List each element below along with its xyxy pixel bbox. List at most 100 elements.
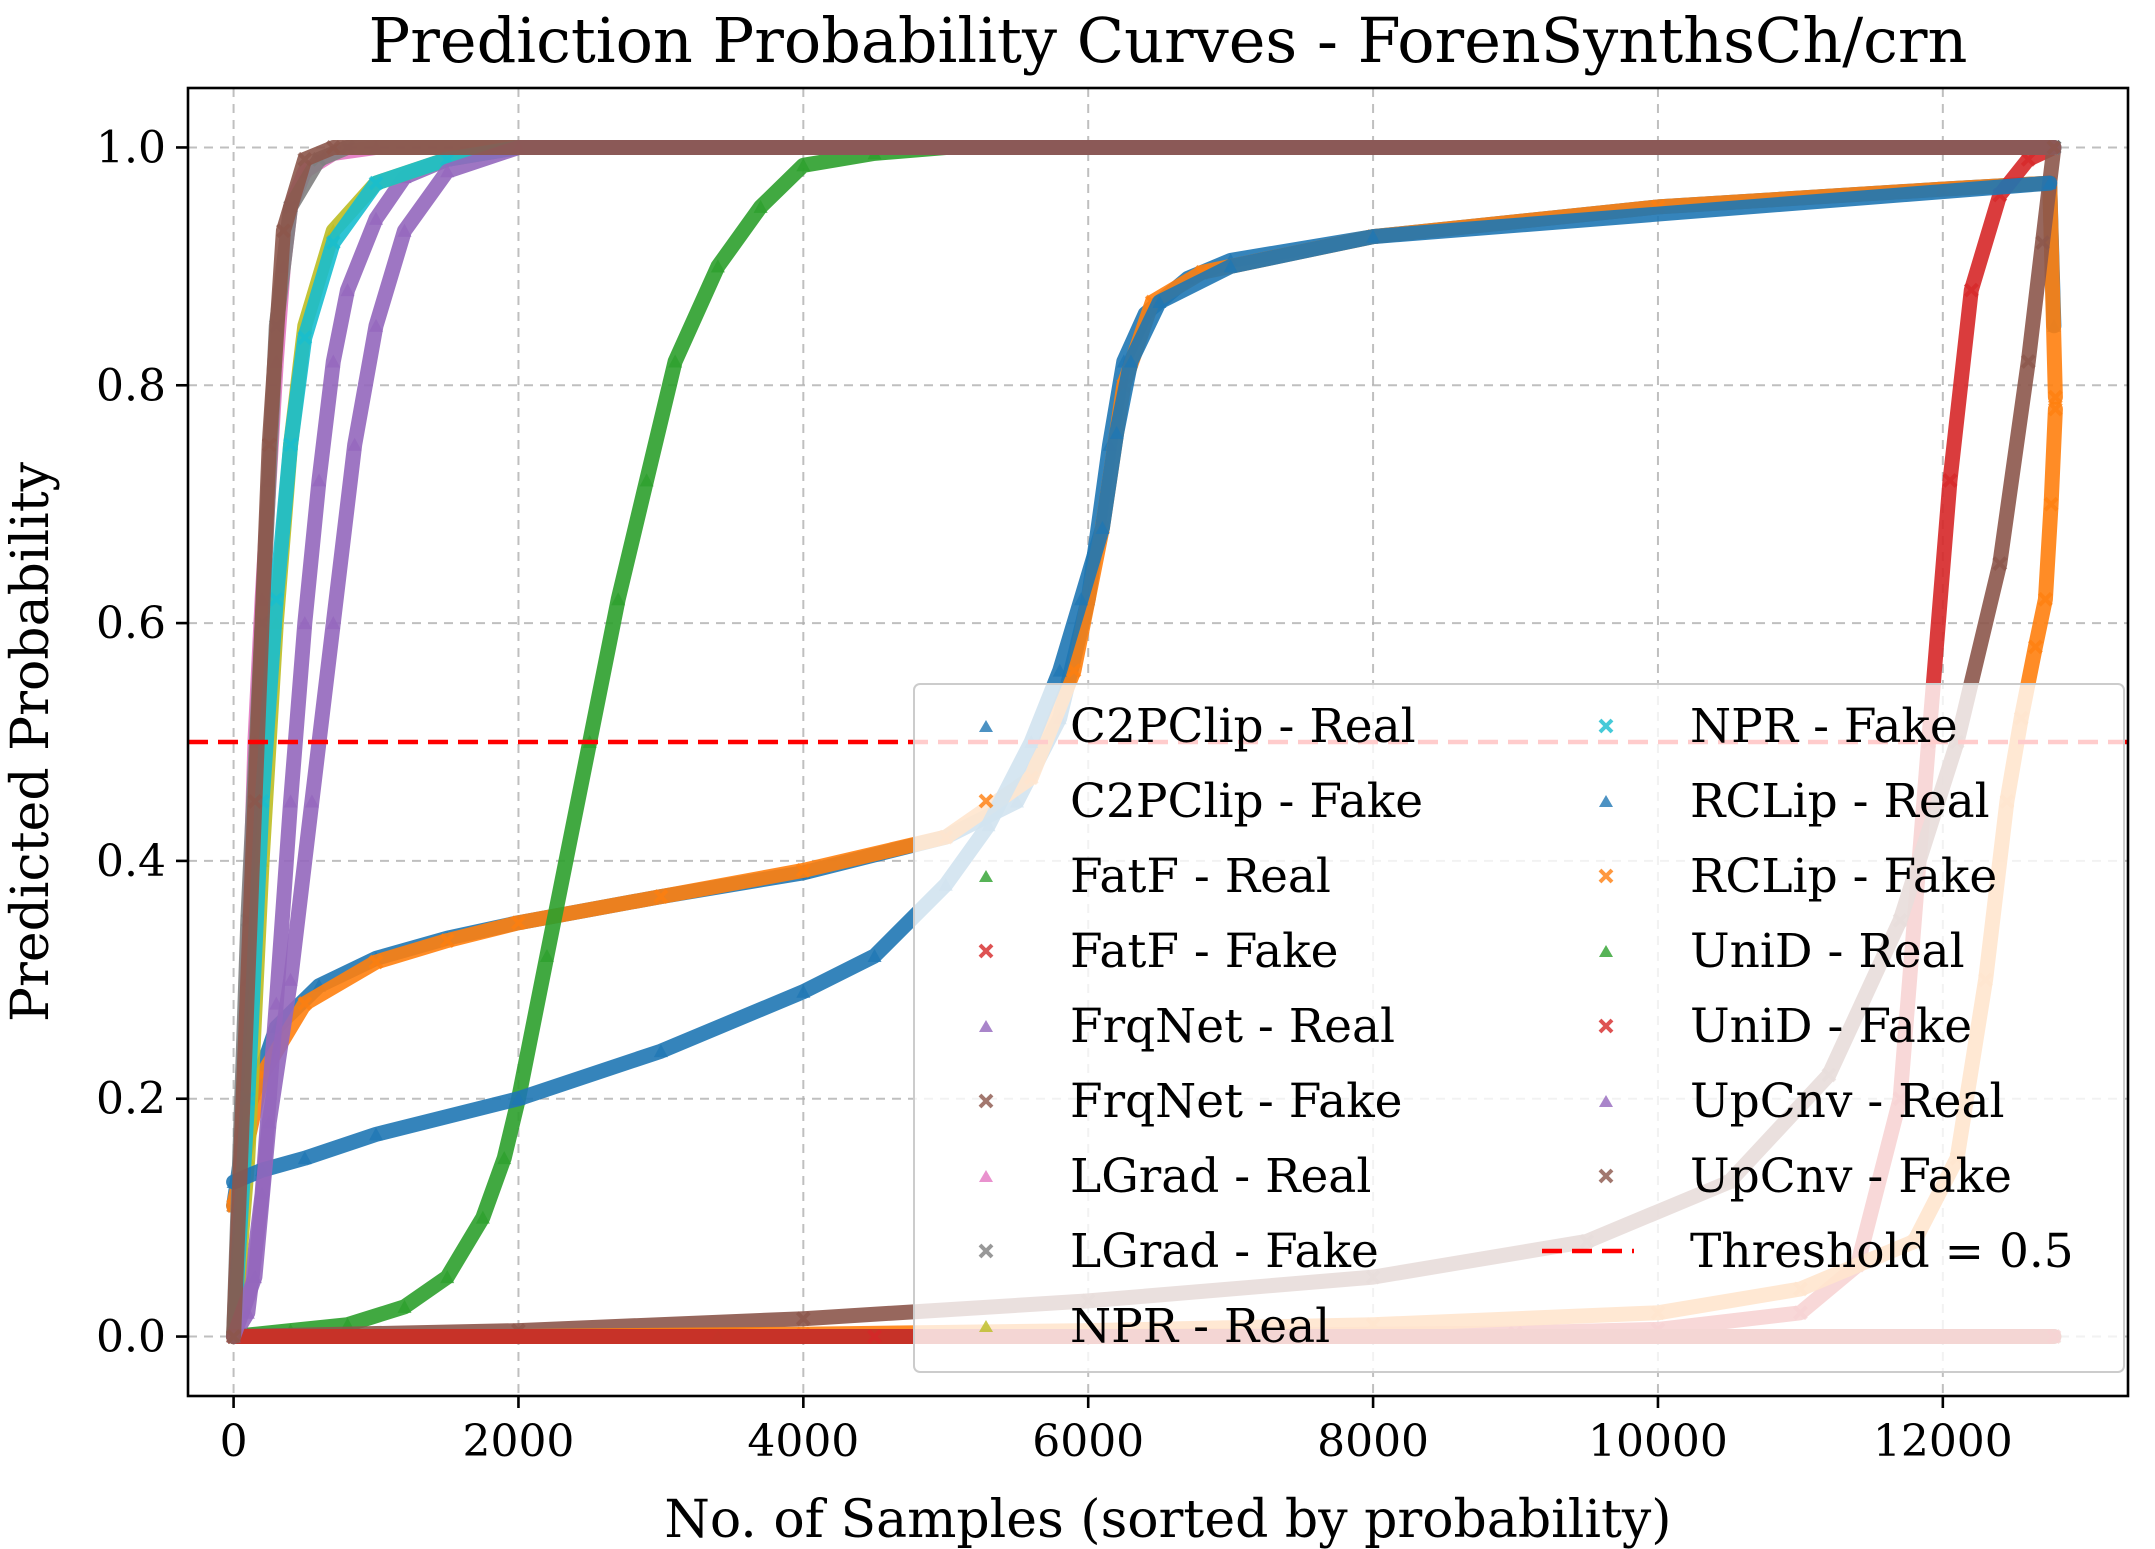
- data-point: [1223, 259, 1238, 273]
- data-point: [283, 437, 298, 453]
- data-point: [2028, 639, 2043, 655]
- legend-marker: [1598, 1168, 1614, 1184]
- chart-title: Prediction Probability Curves - ForenSyn…: [369, 4, 1968, 77]
- legend-label: FrqNet - Real: [1070, 999, 1395, 1054]
- legend-entry: FrqNet - Fake: [978, 1074, 1403, 1129]
- legend-label: UniD - Fake: [1690, 999, 1972, 1054]
- data-point: [312, 473, 327, 487]
- x-tick-label: 10000: [1588, 1416, 1728, 1467]
- y-tick-label: 0.6: [96, 598, 166, 649]
- data-point: [867, 949, 882, 963]
- x-tick-label: 0: [220, 1416, 248, 1467]
- data-point: [283, 972, 298, 986]
- legend-label: UniD - Real: [1690, 924, 1965, 979]
- data-point: [1066, 663, 1082, 679]
- legend-marker: [978, 1093, 994, 1109]
- legend-marker: [978, 1243, 994, 1259]
- data-point: [369, 1127, 384, 1141]
- data-point: [369, 318, 384, 332]
- x-tick-label: 12000: [1873, 1416, 2013, 1467]
- x-tick-label: 8000: [1317, 1416, 1429, 1467]
- legend-entry: RCLip - Fake: [1598, 849, 1997, 904]
- legend-marker: [1598, 1018, 1614, 1034]
- legend-marker: [978, 793, 994, 809]
- legend-label: NPR - Fake: [1690, 699, 1958, 754]
- data-point: [1942, 472, 1958, 488]
- legend-label: Threshold = 0.5: [1690, 1224, 2074, 1279]
- legend-entry: UniD - Real: [1599, 924, 1965, 979]
- data-point: [397, 1299, 412, 1313]
- data-point: [1366, 229, 1381, 243]
- data-point: [1052, 663, 1067, 677]
- y-axis: 0.0 0.2 0.4 0.6 0.8 1.0: [96, 122, 188, 1363]
- data-point: [326, 354, 341, 368]
- data-point: [261, 437, 277, 453]
- legend-entry: UniD - Fake: [1598, 999, 1972, 1054]
- data-point: [497, 1151, 512, 1165]
- data-point: [710, 259, 725, 273]
- legend-entry: FatF - Fake: [978, 924, 1338, 979]
- legend-marker: [979, 870, 993, 882]
- data-point: [262, 1115, 277, 1129]
- data-point: [611, 592, 626, 606]
- data-point: [795, 1311, 811, 1327]
- legend-label: LGrad - Real: [1070, 1149, 1371, 1204]
- data-point: [1992, 556, 2008, 572]
- data-point: [368, 175, 384, 191]
- data-point: [297, 996, 313, 1012]
- data-point: [795, 863, 811, 878]
- data-point: [247, 1270, 262, 1284]
- legend-marker: [1599, 1095, 1613, 1107]
- data-point: [297, 1151, 312, 1165]
- x-tick-label: 2000: [462, 1416, 574, 1467]
- legend: C2PClip - Real C2PClip - Fake FatF - Real F…: [913, 683, 2125, 1373]
- data-point: [283, 794, 298, 808]
- y-tick-label: 1.0: [96, 122, 166, 173]
- data-point: [268, 591, 284, 607]
- legend-entry: RCLip - Real: [1599, 774, 1990, 829]
- legend-marker: [979, 1170, 993, 1182]
- data-point: [653, 889, 669, 904]
- legend-marker: [979, 720, 993, 732]
- data-point: [297, 616, 312, 630]
- data-point: [368, 954, 384, 970]
- legend-marker: [978, 943, 994, 959]
- legend-entry: NPR - Real: [979, 1299, 1330, 1354]
- x-tick-label: 6000: [1032, 1416, 1144, 1467]
- data-point: [1095, 520, 1110, 534]
- legend-entry: Threshold = 0.5: [1542, 1224, 2074, 1279]
- data-point: [340, 283, 355, 297]
- data-point: [276, 223, 291, 239]
- data-point: [2047, 401, 2063, 417]
- data-point: [325, 235, 341, 250]
- legend-entry: UpCnv - Fake: [1598, 1149, 2012, 1204]
- y-axis-label: Predicted Probability: [1, 461, 61, 1022]
- data-point: [1152, 295, 1167, 309]
- legend-label: FatF - Real: [1070, 849, 1331, 904]
- data-point: [369, 211, 384, 225]
- data-point: [397, 223, 412, 237]
- x-axis-label: No. of Samples (sorted by probability): [664, 1490, 1671, 1549]
- data-point: [796, 158, 811, 172]
- legend-marker: [1599, 795, 1613, 807]
- plot-frame: [186, 86, 2130, 1398]
- data-point: [2035, 235, 2050, 250]
- y-tick-label: 0.8: [96, 360, 166, 411]
- legend-marker: [979, 1320, 993, 1332]
- legend-entry: FrqNet - Real: [979, 999, 1395, 1054]
- data-point: [653, 1044, 668, 1058]
- data-point: [539, 949, 554, 963]
- data-point: [1109, 425, 1124, 439]
- legend-entry: FatF - Real: [979, 849, 1331, 904]
- data-point: [1963, 282, 1979, 298]
- data-point: [2047, 389, 2063, 405]
- data-point: [325, 140, 341, 155]
- legend-marker: [1598, 718, 1614, 734]
- data-point: [2043, 496, 2059, 512]
- legend-label: C2PClip - Real: [1070, 699, 1416, 754]
- data-point: [304, 794, 319, 808]
- legend-marker: [979, 1020, 993, 1032]
- legend-entry: NPR - Fake: [1598, 699, 1958, 754]
- data-point: [668, 354, 683, 368]
